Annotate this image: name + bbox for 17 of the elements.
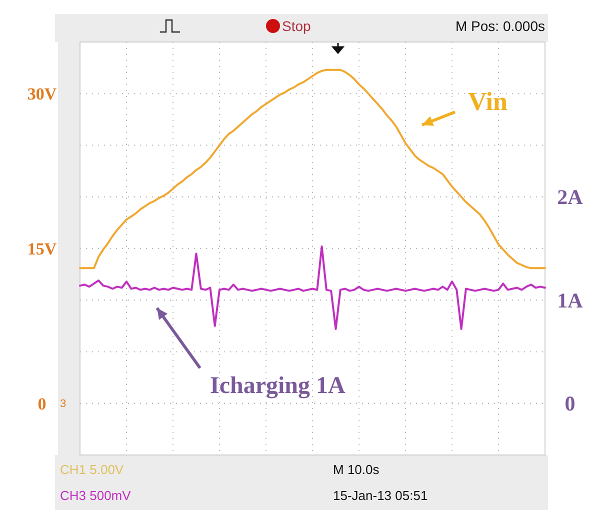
text: M 10.0s <box>333 462 380 477</box>
legend-label: Vin <box>468 87 508 116</box>
y2-tick-label: 0 <box>564 392 576 416</box>
y2-tick-label: 2A <box>557 185 584 210</box>
text: 3 <box>60 398 66 410</box>
text: Stop <box>282 18 312 34</box>
y-tick-label: 0 <box>38 394 46 414</box>
series-label: Icharging 1A <box>210 373 346 399</box>
y2-tick-label: 1A <box>557 288 584 312</box>
text: 15-Jan-13 05:51 <box>333 488 428 503</box>
line-series <box>79 245 546 330</box>
text: M Pos: 0.000s <box>456 18 545 34</box>
line-series <box>79 68 546 270</box>
y-tick-label: 15V <box>27 239 58 258</box>
text: CH1 5.00V <box>60 462 124 477</box>
text: CH3 500mV <box>60 488 132 503</box>
y-tick-label: 30V <box>27 84 58 104</box>
